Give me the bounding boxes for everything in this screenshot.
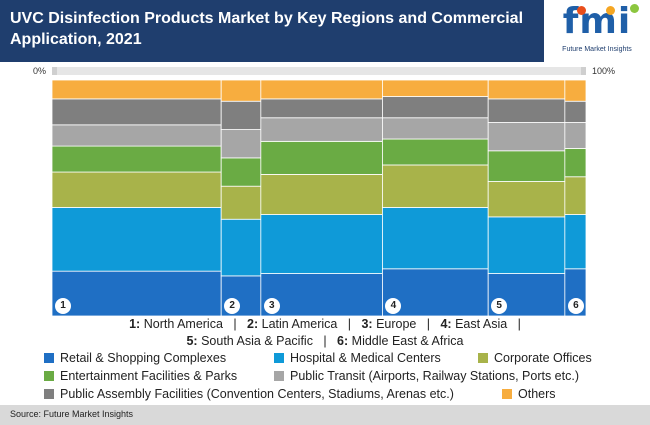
legend-swatch bbox=[502, 389, 512, 399]
chart-segment bbox=[260, 117, 383, 142]
legend-item: Public Transit (Airports, Railway Statio… bbox=[274, 368, 579, 385]
legend-item: Entertainment Facilities & Parks bbox=[44, 368, 237, 385]
chart-segment bbox=[382, 207, 489, 270]
region-number: 5: bbox=[186, 334, 198, 348]
regions-key-row-1: 1: North America | 2: Latin America | 3:… bbox=[129, 317, 521, 331]
legend-label: Retail & Shopping Complexes bbox=[60, 351, 227, 365]
axis-cap-right bbox=[581, 67, 586, 75]
chart-segment bbox=[220, 157, 262, 187]
legend-label: Others bbox=[518, 387, 556, 401]
region-index-marker: 3 bbox=[263, 298, 280, 314]
logo-dot-icon bbox=[577, 6, 586, 15]
legend-label: Public Transit (Airports, Railway Statio… bbox=[290, 369, 579, 383]
legend-item: Others bbox=[502, 386, 556, 403]
region-number: 4: bbox=[440, 317, 452, 331]
chart-segment bbox=[564, 80, 586, 102]
chart-segment bbox=[487, 80, 566, 100]
axis-range-bar bbox=[52, 67, 586, 75]
chart-segment bbox=[564, 100, 586, 123]
region-number: 6: bbox=[337, 334, 349, 348]
chart-segment bbox=[52, 207, 222, 272]
chart-segment bbox=[52, 145, 222, 173]
chart-segment bbox=[382, 96, 489, 119]
chart-segment bbox=[260, 140, 383, 175]
axis-cap-left bbox=[52, 67, 57, 75]
chart-segment bbox=[260, 214, 383, 274]
logo-dot-icon bbox=[630, 4, 639, 13]
chart-segment bbox=[52, 270, 222, 316]
logo-caption: Future Market Insights bbox=[562, 46, 632, 53]
chart-segment bbox=[220, 80, 262, 102]
chart-segment bbox=[260, 273, 383, 316]
region-name: East Asia bbox=[455, 317, 508, 331]
axis-min-label: 0% bbox=[33, 66, 47, 76]
legend-swatch bbox=[274, 353, 284, 363]
legend-item: Retail & Shopping Complexes bbox=[44, 350, 226, 367]
chart-segment bbox=[220, 218, 262, 277]
region-name: North America bbox=[143, 317, 223, 331]
region-number: 1: bbox=[129, 317, 141, 331]
legend-label: Entertainment Facilities & Parks bbox=[60, 369, 238, 383]
chart-segment bbox=[564, 148, 586, 178]
chart-segment bbox=[564, 122, 586, 149]
chart-segment bbox=[220, 100, 262, 130]
region-number: 2: bbox=[247, 317, 259, 331]
chart-segment bbox=[220, 129, 262, 159]
legend-swatch bbox=[44, 371, 54, 381]
region-name: Europe bbox=[376, 317, 417, 331]
region-index-marker: 5 bbox=[491, 298, 508, 314]
legend-item: Public Assembly Facilities (Convention C… bbox=[44, 386, 454, 403]
region-index-marker: 1 bbox=[55, 298, 71, 314]
chart-segment bbox=[564, 176, 586, 215]
region-name: Middle East & Africa bbox=[351, 334, 464, 348]
logo: fmi Future Market Insights bbox=[544, 0, 650, 62]
region-number: 3: bbox=[361, 317, 373, 331]
chart-segment bbox=[220, 185, 262, 220]
source-text: Source: Future Market Insights bbox=[10, 409, 134, 419]
region-name: Latin America bbox=[261, 317, 338, 331]
chart-segment bbox=[487, 181, 566, 218]
chart-segment bbox=[487, 150, 566, 182]
logo-dot-icon bbox=[606, 6, 615, 15]
legend-label: Corporate Offices bbox=[494, 351, 592, 365]
legend-swatch bbox=[44, 389, 54, 399]
chart-segment bbox=[52, 80, 222, 100]
source-bar: Source: Future Market Insights bbox=[0, 405, 650, 425]
region-name: South Asia & Pacific bbox=[201, 334, 313, 348]
chart-segment bbox=[487, 98, 566, 123]
chart-segment bbox=[382, 117, 489, 140]
chart-title: UVC Disinfection Products Market by Key … bbox=[10, 10, 524, 48]
chart-segment bbox=[487, 122, 566, 152]
chart-segment bbox=[52, 124, 222, 147]
chart-segment bbox=[260, 174, 383, 215]
legend-label: Hospital & Medical Centers bbox=[290, 351, 441, 365]
chart-segment bbox=[382, 138, 489, 166]
marimekko-chart bbox=[52, 80, 586, 316]
region-index-marker: 6 bbox=[567, 298, 584, 314]
region-index-marker: 2 bbox=[224, 298, 241, 314]
legend-swatch bbox=[274, 371, 284, 381]
legend-item: Corporate Offices bbox=[478, 350, 592, 367]
legend-swatch bbox=[44, 353, 54, 363]
logo-wordmark: fmi bbox=[562, 1, 632, 42]
chart-segment bbox=[382, 80, 489, 97]
legend-swatch bbox=[478, 353, 488, 363]
chart-segment bbox=[564, 214, 586, 270]
region-index-marker: 4 bbox=[385, 298, 402, 314]
chart-segment bbox=[260, 80, 383, 100]
chart-segment bbox=[487, 216, 566, 274]
legend-label: Public Assembly Facilities (Convention C… bbox=[60, 387, 454, 401]
regions-key-row-2: 5: South Asia & Pacific | 6: Middle East… bbox=[186, 334, 464, 348]
axis-max-label: 100% bbox=[592, 66, 616, 76]
header-banner: UVC Disinfection Products Market by Key … bbox=[0, 0, 650, 62]
chart-segment bbox=[382, 164, 489, 208]
chart-segment bbox=[52, 171, 222, 208]
chart-segment bbox=[52, 98, 222, 126]
legend-item: Hospital & Medical Centers bbox=[274, 350, 441, 367]
regions-key: 1: North America | 2: Latin America | 3:… bbox=[0, 316, 650, 350]
chart-segment bbox=[260, 98, 383, 119]
